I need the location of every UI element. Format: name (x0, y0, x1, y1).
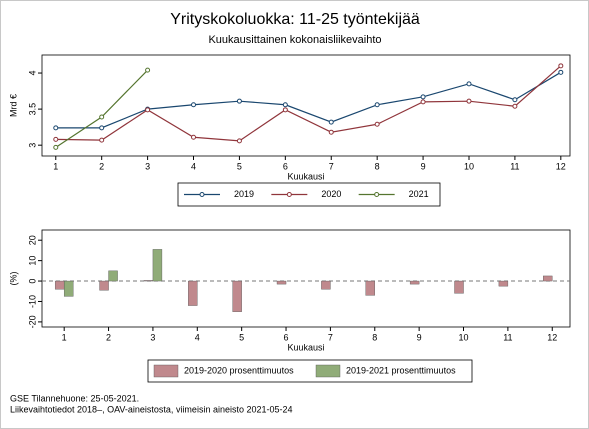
y-tick-label: -20 (27, 315, 37, 328)
x-tick-label: 1 (62, 332, 67, 342)
footer-note: GSE Tilannehuone: 25-05-2021. (10, 393, 139, 403)
plot-area (41, 229, 571, 328)
x-tick-label: 9 (421, 161, 426, 171)
marker (512, 103, 518, 109)
x-tick-label: 10 (464, 161, 474, 171)
bar (276, 280, 287, 285)
legend-label: 2020 (321, 189, 341, 199)
legend-swatch (374, 192, 380, 197)
x-tick-label: 3 (150, 332, 155, 342)
marker (512, 97, 518, 103)
bar (188, 280, 198, 306)
legend-box (177, 182, 441, 207)
bar (409, 280, 420, 285)
legend-label: 2019 (234, 189, 254, 199)
marker (99, 137, 105, 143)
chart-title: Yrityskokoluokka: 11-25 työntekijää (170, 11, 420, 28)
bar (108, 270, 118, 282)
bar (63, 280, 74, 297)
y-axis-label: Mrd € (8, 94, 18, 117)
marker (328, 129, 334, 135)
bar (454, 280, 464, 294)
marker (145, 107, 151, 113)
marker (420, 94, 426, 100)
line (55, 65, 562, 142)
chart-subtitle: Kuukausittainen kokonaisliikevaihto (208, 34, 381, 46)
x-tick-label: 2 (106, 332, 111, 342)
legend-swatch (199, 192, 205, 197)
plot-area (41, 54, 571, 157)
bar (152, 249, 163, 282)
marker (236, 138, 242, 144)
marker (53, 144, 59, 150)
bar (54, 280, 65, 290)
x-tick-label: 6 (283, 161, 288, 171)
bar (99, 280, 109, 291)
line (55, 71, 562, 129)
marker (145, 67, 151, 73)
marker (191, 134, 197, 140)
footer-note: Liikevaihtotiedot 2018–, OAV-aineistosta… (10, 404, 293, 414)
x-tick-label: 1 (53, 161, 58, 171)
x-tick-label: 10 (459, 332, 469, 342)
x-tick-label: 5 (239, 332, 244, 342)
y-tick-label: 0 (27, 279, 37, 284)
marker (53, 136, 59, 142)
marker (328, 119, 334, 125)
bar (543, 275, 553, 282)
x-tick-label: 5 (237, 161, 242, 171)
x-tick-label: 4 (195, 332, 200, 342)
bar (321, 280, 331, 290)
y-tick-label: -10 (27, 295, 37, 308)
marker (282, 102, 288, 108)
marker (558, 69, 564, 75)
x-tick-label: 11 (510, 161, 519, 171)
bar (232, 280, 242, 312)
marker (236, 98, 242, 104)
legend-swatch (286, 192, 292, 197)
marker (191, 102, 197, 108)
x-tick-label: 8 (372, 332, 377, 342)
x-tick-label: 3 (145, 161, 150, 171)
x-tick-label: 8 (375, 161, 380, 171)
x-tick-label: 9 (417, 332, 422, 342)
bar (143, 280, 154, 282)
y-tick-label: 3.5 (27, 103, 37, 116)
marker (420, 99, 426, 105)
marker (99, 125, 105, 131)
y-tick-label: 3 (27, 143, 37, 148)
x-tick-label: 6 (284, 332, 289, 342)
x-tick-label: 11 (503, 332, 512, 342)
marker (466, 98, 472, 104)
legend-label: 2021 (409, 189, 429, 199)
x-axis-label: Kuukausi (287, 171, 324, 181)
y-tick-label: 10 (27, 256, 37, 266)
legend-label: 2019-2020 prosenttimuutos (184, 365, 294, 375)
marker (99, 114, 105, 120)
legend-swatch (153, 364, 179, 378)
x-tick-label: 7 (328, 332, 333, 342)
x-tick-label: 2 (99, 161, 104, 171)
x-tick-label: 4 (191, 161, 196, 171)
marker (374, 102, 380, 108)
bar (498, 280, 509, 287)
x-tick-label: 12 (556, 161, 566, 171)
marker (558, 63, 564, 69)
x-tick-label: 7 (329, 161, 334, 171)
legend-label: 2019-2021 prosenttimuutos (346, 365, 456, 375)
x-tick-label: 12 (547, 332, 557, 342)
marker (466, 81, 472, 87)
legend-box (147, 359, 473, 383)
x-axis-label: Kuukausi (287, 342, 324, 352)
y-tick-label: 4 (27, 71, 37, 76)
y-axis-label: (%) (8, 272, 18, 286)
marker (374, 121, 380, 127)
marker (53, 125, 59, 131)
marker (282, 107, 288, 113)
y-tick-label: 20 (27, 235, 37, 245)
legend-swatch (315, 364, 341, 378)
bar (365, 280, 375, 296)
